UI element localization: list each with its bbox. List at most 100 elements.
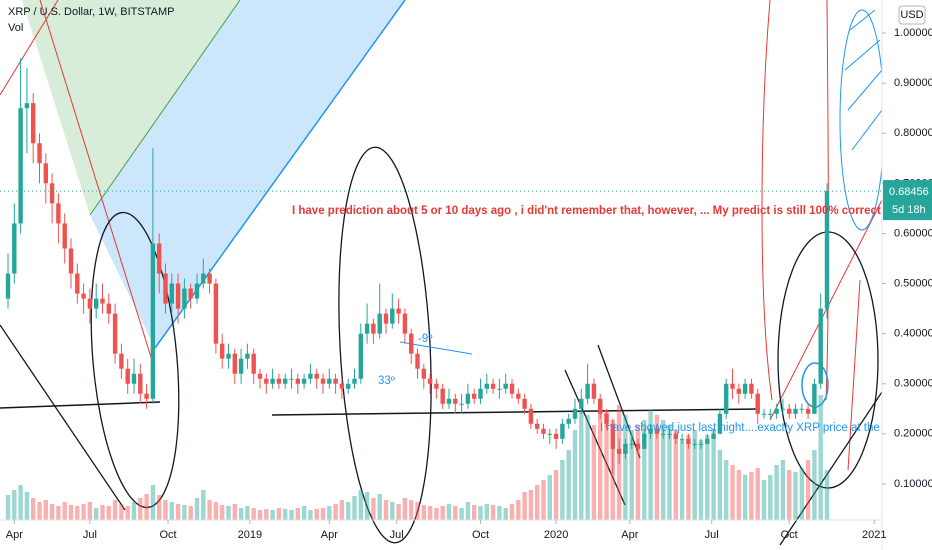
- candle-body: [635, 443, 641, 449]
- volume-bar: [314, 509, 319, 520]
- volume-bar: [686, 435, 691, 520]
- volume-bar: [320, 508, 326, 520]
- volume-bar: [478, 506, 483, 520]
- chart-title: XRP / U.S. Dollar, 1W, BITSTAMP: [8, 6, 174, 18]
- candle-body: [786, 408, 792, 414]
- volume-bar: [87, 502, 93, 520]
- drawing-line: [847, 279, 861, 471]
- candle-body: [62, 223, 67, 249]
- volume-bar: [623, 415, 628, 520]
- volume-bar: [371, 498, 376, 520]
- volume-bar: [723, 460, 729, 520]
- candle-body: [597, 398, 603, 414]
- candle-body: [138, 373, 143, 394]
- blue-zone: [90, 0, 405, 348]
- axis-layer: 0.10000 0.20000 0.30000 0.40000 0.50000 0.600…: [6, 27, 932, 541]
- volume-bar: [402, 498, 408, 520]
- volume-bar: [591, 425, 597, 520]
- candle-body: [780, 408, 786, 410]
- candle-body: [654, 428, 660, 434]
- y-tick-label: 1.00000: [894, 27, 932, 39]
- volume-bar: [238, 508, 244, 520]
- candle-body: [749, 383, 754, 394]
- volume-bar: [377, 494, 382, 520]
- volume-bar: [264, 509, 269, 520]
- candle-body: [194, 283, 200, 299]
- drawing-line: [0, 0, 59, 96]
- volume-bar: [572, 430, 578, 520]
- volume-bar: [226, 506, 231, 520]
- candle-body: [352, 378, 357, 384]
- volume-bar: [333, 504, 338, 520]
- x-tick-label: 2020: [544, 529, 568, 541]
- candle-body: [604, 413, 609, 424]
- x-tick-label: 2019: [238, 529, 262, 541]
- volume-bar: [68, 505, 74, 520]
- candle-body: [81, 293, 86, 299]
- volume-bar: [182, 505, 187, 520]
- volume-bar: [201, 490, 206, 520]
- volume-bar: [169, 502, 175, 520]
- volume-bar: [629, 430, 634, 520]
- candle-body: [799, 408, 805, 410]
- candle-body: [169, 283, 175, 304]
- candle-body: [75, 273, 80, 294]
- volume-label: Vol: [8, 22, 23, 34]
- volume-bar: [213, 502, 219, 520]
- volume-bar: [175, 504, 181, 520]
- volume-bar: [125, 506, 130, 520]
- y-tick-label: 0.10000: [894, 478, 932, 490]
- candle-body: [623, 443, 628, 454]
- volume-bar: [560, 460, 565, 520]
- candle-body: [768, 413, 773, 415]
- candle-body: [547, 433, 553, 435]
- volume-bar: [673, 430, 679, 520]
- candle-body: [805, 408, 811, 414]
- candle-body: [150, 243, 156, 399]
- currency[interactable]: USD: [900, 9, 923, 21]
- volume-bar: [150, 485, 156, 520]
- volume-bar: [207, 500, 212, 520]
- candle-body: [566, 418, 571, 424]
- candle-body: [579, 398, 584, 409]
- volume-bar: [194, 498, 200, 520]
- volume-bar: [43, 500, 49, 520]
- drawing-ellipse: [90, 211, 180, 509]
- volume-bar: [390, 502, 395, 520]
- volume-bar: [446, 504, 452, 520]
- candle-body: [812, 383, 817, 414]
- candle-body: [100, 298, 105, 304]
- volume-bar: [805, 460, 811, 520]
- volume-bar: [270, 510, 275, 520]
- volume-bar: [119, 504, 124, 520]
- volume-bar: [408, 500, 414, 520]
- volume-bar: [301, 506, 307, 520]
- volume-bar: [579, 410, 584, 520]
- candle-body: [774, 408, 779, 414]
- candle-body: [333, 378, 338, 384]
- y-tick-label: 0.50000: [894, 277, 932, 289]
- volume-bar: [75, 506, 80, 520]
- candle-body: [245, 353, 250, 359]
- volume-bar: [459, 508, 464, 520]
- last-price-box: [883, 180, 932, 221]
- x-tick-label: Apr: [6, 529, 23, 541]
- volume-bar: [749, 472, 754, 520]
- candle-body: [49, 183, 55, 204]
- currency-button[interactable]: [898, 5, 926, 25]
- drawing-line: [769, 199, 883, 421]
- volume-bar: [648, 410, 653, 520]
- candle-body: [188, 288, 193, 299]
- x-tick-label: Apr: [621, 529, 638, 541]
- candle-body: [755, 393, 760, 414]
- volume-bar: [774, 465, 779, 520]
- y-tick-label: 0.60000: [894, 227, 932, 239]
- candle-body: [642, 433, 647, 449]
- volume-bar: [339, 500, 345, 520]
- countdown: 5d 18h: [892, 204, 926, 216]
- volume-bar: [427, 506, 433, 520]
- candle-body: [698, 443, 704, 445]
- x-tick-label: 2021: [862, 529, 886, 541]
